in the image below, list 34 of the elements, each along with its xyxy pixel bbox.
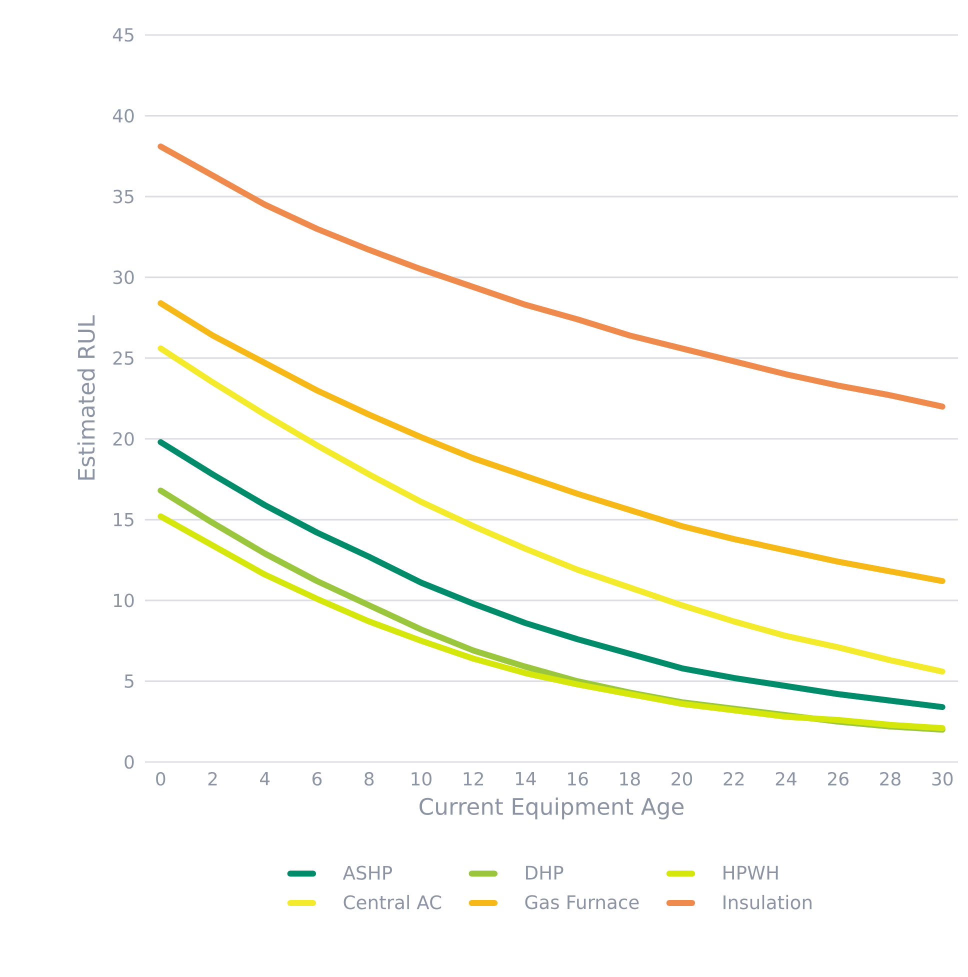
x-axis-title: Current Equipment Age [420,797,684,820]
x-tick-label: 24 [776,772,796,786]
y-tick-label: 45 [112,28,134,42]
x-tick-label: 2 [208,772,217,786]
x-tick-label: 20 [672,772,692,786]
legend-label: ASHP [342,866,392,880]
y-tick-label: 40 [112,108,134,123]
y-tick-label: 5 [124,674,134,688]
y-tick-label: 10 [114,594,134,608]
x-tick-label: 8 [364,772,374,786]
y-tick-label: 35 [113,190,134,204]
y-tick-label: 20 [113,432,134,446]
y-axis-title: Estimated RUL [77,315,95,480]
x-tick-label: 30 [932,772,953,786]
x-tick-label: 28 [880,772,900,786]
x-tick-label: 22 [724,772,744,786]
y-tick-label: 15 [114,512,134,526]
legend-label: Insulation [724,894,812,910]
x-tick-label: 12 [464,772,483,786]
x-tick-label: 6 [312,772,322,786]
x-tick-label: 10 [412,772,432,786]
x-tick-label: 16 [568,772,588,786]
legend-label: DHP [526,866,564,880]
legend-label: Gas Furnace [525,895,639,910]
legend-label: HPWH [724,866,778,880]
x-tick-label: 26 [828,772,848,786]
x-tick-label: 4 [260,772,270,786]
x-tick-label: 14 [516,772,536,786]
legend-label: Central AC [344,894,442,910]
x-tick-label: 18 [620,772,640,786]
y-tick-label: 30 [113,270,134,284]
y-tick-label: 25 [113,351,134,365]
x-tick-label: 0 [156,772,166,786]
y-tick-label: 0 [124,755,134,769]
